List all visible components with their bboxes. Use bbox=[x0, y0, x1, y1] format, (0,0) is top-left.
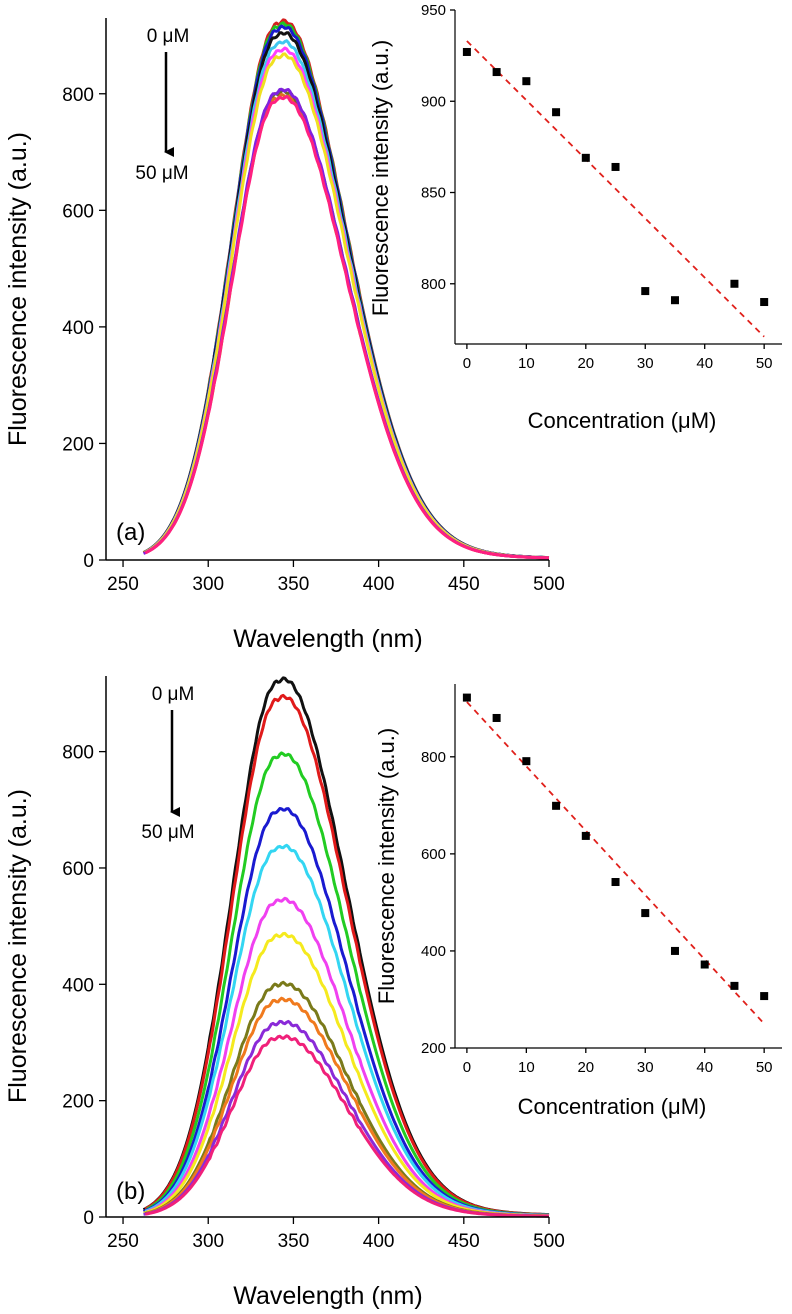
panel-b-main-chart: 250 300 350 400 450 500 0 200 400 600 800 Wavelen… bbox=[4, 676, 565, 1310]
y-tick-label: 0 bbox=[83, 551, 94, 572]
x-tick-label: 40 bbox=[696, 355, 713, 372]
data-point bbox=[611, 162, 620, 171]
spectrum-line bbox=[144, 39, 550, 560]
data-point bbox=[700, 960, 709, 969]
x-tick-label: 250 bbox=[107, 1231, 139, 1252]
y-tick-label: 600 bbox=[62, 201, 94, 222]
data-point bbox=[462, 693, 471, 702]
panel-a-inset-chart: 0 10 20 30 40 50 800 850 900 950 Concentration (… bbox=[368, 2, 782, 433]
data-point bbox=[611, 878, 620, 887]
y-axis-title: Fluorescence intensity (a.u.) bbox=[4, 789, 32, 1103]
data-point bbox=[522, 757, 531, 766]
y-tick-label: 200 bbox=[62, 434, 94, 455]
spectrum-line bbox=[144, 21, 549, 560]
spectrum-line bbox=[146, 24, 549, 560]
x-tick-label: 500 bbox=[533, 574, 565, 595]
data-point bbox=[730, 279, 739, 288]
annotation-0-um: 0 μM bbox=[147, 26, 190, 47]
data-point bbox=[760, 298, 769, 307]
x-tick-label: 350 bbox=[278, 1231, 310, 1252]
x-tick-label: 250 bbox=[107, 574, 139, 595]
spectrum-line bbox=[146, 46, 549, 560]
x-tick-label: 20 bbox=[577, 1059, 594, 1076]
y-tick-label: 800 bbox=[421, 276, 446, 293]
x-tick-label: 450 bbox=[448, 1231, 480, 1252]
y-tick-label: 800 bbox=[62, 743, 94, 764]
data-point bbox=[670, 296, 679, 305]
panel-label: (a) bbox=[116, 519, 145, 546]
linear-fit-line bbox=[466, 701, 765, 1025]
x-tick-label: 30 bbox=[637, 355, 654, 372]
y-tick-label: 600 bbox=[62, 859, 94, 880]
x-tick-label: 500 bbox=[533, 1231, 565, 1252]
data-point bbox=[641, 287, 650, 296]
x-tick-label: 300 bbox=[192, 574, 224, 595]
data-point bbox=[670, 946, 679, 955]
data-point bbox=[641, 909, 650, 918]
data-point bbox=[552, 108, 561, 117]
y-tick-label: 400 bbox=[421, 943, 446, 960]
data-point bbox=[581, 153, 590, 162]
spectrum-line bbox=[142, 18, 550, 560]
data-point bbox=[492, 68, 501, 77]
x-tick-label: 0 bbox=[463, 1059, 471, 1076]
y-axis-title: Fluorescence intensity (a.u.) bbox=[374, 728, 399, 1004]
spectrum-line bbox=[144, 94, 549, 560]
spectrum-line bbox=[142, 31, 549, 560]
panel-b-inset-chart: 0 10 20 30 40 50 200 400 600 800 Concentration (… bbox=[374, 684, 782, 1119]
panel-a-main-chart: 250 300 350 400 450 500 0 200 400 600 800 Wavelen… bbox=[4, 18, 565, 653]
x-axis-title: Wavelength (nm) bbox=[233, 1282, 422, 1310]
x-tick-label: 0 bbox=[463, 355, 471, 372]
x-tick-label: 10 bbox=[518, 1059, 535, 1076]
panel-label: (b) bbox=[116, 1178, 145, 1205]
annotation-50-um: 50 μM bbox=[135, 163, 188, 184]
data-point bbox=[760, 992, 769, 1001]
spectrum-line bbox=[142, 87, 549, 560]
data-point bbox=[462, 47, 471, 56]
annotation-50-um: 50 μM bbox=[141, 822, 194, 843]
y-tick-label: 900 bbox=[421, 93, 446, 110]
x-axis-title: Concentration (μM) bbox=[518, 1094, 707, 1119]
linear-fit-line bbox=[466, 40, 765, 338]
x-tick-label: 10 bbox=[518, 355, 535, 372]
x-tick-label: 400 bbox=[363, 574, 395, 595]
y-axis-title: Fluorescence intensity (a.u.) bbox=[4, 132, 32, 446]
x-tick-label: 350 bbox=[278, 574, 310, 595]
y-tick-label: 200 bbox=[62, 1092, 94, 1113]
y-tick-label: 0 bbox=[83, 1208, 94, 1229]
x-tick-label: 300 bbox=[192, 1231, 224, 1252]
spectrum-line bbox=[144, 1034, 549, 1218]
spectrum-line bbox=[142, 52, 549, 560]
x-tick-label: 20 bbox=[577, 355, 594, 372]
y-tick-label: 400 bbox=[62, 318, 94, 339]
x-tick-label: 50 bbox=[756, 1059, 773, 1076]
y-tick-label: 800 bbox=[421, 749, 446, 766]
spectrum-line bbox=[144, 88, 549, 560]
y-tick-label: 200 bbox=[421, 1040, 446, 1057]
x-tick-label: 450 bbox=[448, 574, 480, 595]
x-axis-title: Concentration (μM) bbox=[528, 408, 717, 433]
x-tick-label: 400 bbox=[363, 1231, 395, 1252]
annotation-0-um: 0 μM bbox=[152, 684, 195, 705]
x-axis-title: Wavelength (nm) bbox=[233, 625, 422, 653]
data-point bbox=[492, 713, 501, 722]
data-point bbox=[581, 831, 590, 840]
y-tick-label: 950 bbox=[421, 2, 446, 19]
x-tick-label: 50 bbox=[756, 355, 773, 372]
data-point bbox=[730, 981, 739, 990]
x-tick-label: 30 bbox=[637, 1059, 654, 1076]
x-tick-label: 40 bbox=[696, 1059, 713, 1076]
y-axis-title: Fluorescence intensity (a.u.) bbox=[368, 40, 393, 316]
data-point bbox=[522, 77, 531, 86]
y-tick-label: 400 bbox=[62, 975, 94, 996]
spectrum-line bbox=[146, 92, 549, 560]
data-point bbox=[552, 801, 561, 810]
y-tick-label: 600 bbox=[421, 846, 446, 863]
y-tick-label: 850 bbox=[421, 185, 446, 202]
y-tick-label: 800 bbox=[62, 85, 94, 106]
